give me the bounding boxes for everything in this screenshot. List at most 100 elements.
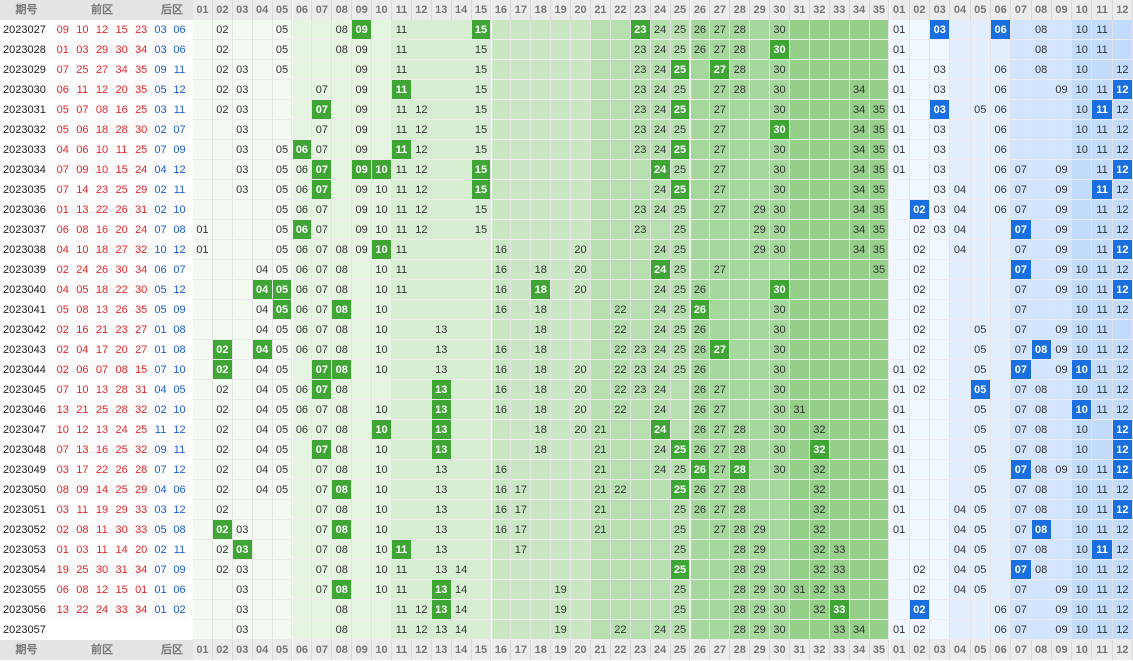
front-cell: 32 [809, 540, 830, 560]
front-cell [431, 100, 452, 120]
front-cell: 06 [292, 380, 313, 400]
front-hit-cell: 07 [312, 360, 333, 380]
front-cell [193, 400, 213, 420]
front-cell [292, 80, 313, 100]
front-hit-cell: 07 [312, 160, 333, 180]
back-cell: 07 [1011, 620, 1032, 640]
front-col-header-22-top: 22 [610, 0, 631, 20]
back-cell: 11 [1092, 460, 1113, 480]
front-cell [829, 120, 850, 140]
back-cell: 03 [930, 160, 951, 180]
front-cell [630, 460, 651, 480]
front-cell [829, 440, 850, 460]
front-ball: 28 [111, 400, 132, 420]
front-cell [252, 600, 273, 620]
front-cell [392, 320, 412, 340]
front-cell: 32 [809, 520, 830, 540]
front-cell [750, 300, 771, 320]
front-cell: 06 [292, 160, 313, 180]
front-cell [511, 140, 532, 160]
front-cell [511, 420, 532, 440]
front-cell: 24 [650, 440, 671, 460]
back-cell [950, 40, 971, 60]
back-ball: 04 [151, 160, 170, 180]
front-col-header-12-bottom: 12 [411, 640, 432, 660]
front-cell: 17 [511, 480, 532, 500]
back-cell: 06 [990, 60, 1012, 80]
front-cell [790, 240, 810, 260]
front-cell [193, 420, 213, 440]
front-ball: 17 [92, 340, 112, 360]
front-ball: 15 [111, 20, 132, 40]
back-cell: 01 [889, 100, 910, 120]
front-cell [849, 420, 870, 440]
front-cell [232, 380, 253, 400]
front-cell [849, 380, 870, 400]
front-hit-cell: 04 [252, 280, 273, 300]
front-cell: 16 [491, 520, 512, 540]
back-cell: 05 [970, 480, 991, 500]
front-cell [312, 20, 333, 40]
front-cell: 04 [252, 360, 273, 380]
front-cell [829, 420, 850, 440]
front-cell [869, 620, 890, 640]
front-cell: 05 [272, 240, 293, 260]
front-cell [431, 160, 452, 180]
front-cell: 04 [252, 300, 273, 320]
front-col-header-19-top: 19 [551, 0, 572, 20]
front-ball: 25 [72, 60, 93, 80]
front-col-header-26-bottom: 26 [690, 640, 711, 660]
back-col-header-10-top: 10 [1072, 0, 1093, 20]
period-cell: 2023029 [0, 60, 53, 80]
front-cell [849, 260, 870, 280]
front-cell [790, 520, 810, 540]
back-cell [889, 340, 910, 360]
front-cell [829, 400, 850, 420]
front-cell [750, 400, 771, 420]
front-ball: 07 [92, 360, 112, 380]
front-cell [491, 80, 512, 100]
front-cell [451, 180, 472, 200]
front-cell [451, 20, 472, 40]
front-cell: 13 [431, 500, 452, 520]
front-ball: 26 [111, 460, 132, 480]
front-cell: 11 [392, 260, 412, 280]
back-cell: 09 [1051, 220, 1073, 240]
back-cell: 11 [1092, 240, 1113, 260]
front-cell [591, 620, 611, 640]
front-cell: 34 [849, 120, 870, 140]
front-cell: 32 [809, 600, 830, 620]
back-cell: 05 [970, 560, 991, 580]
front-cell: 06 [292, 200, 313, 220]
front-cell [252, 620, 273, 640]
front-cell [591, 560, 611, 580]
back-cell: 11 [1092, 160, 1113, 180]
front-hit-cell: 09 [352, 20, 373, 40]
front-cell [849, 40, 870, 60]
front-ball: 05 [72, 280, 93, 300]
back-col-header-05-top: 05 [970, 0, 991, 20]
front-cell [730, 180, 751, 200]
period-cell: 2023038 [0, 240, 53, 260]
front-cell [630, 540, 651, 560]
back-cell: 07 [1011, 380, 1032, 400]
front-cell [829, 460, 850, 480]
front-ball: 12 [92, 580, 112, 600]
front-cell: 23 [630, 40, 651, 60]
back-cell: 11 [1092, 320, 1113, 340]
front-cell: 27 [710, 160, 731, 180]
front-cell: 35 [869, 260, 890, 280]
front-cell [750, 380, 771, 400]
back-cell: 11 [1092, 560, 1113, 580]
front-cell: 05 [272, 460, 293, 480]
front-cell: 34 [849, 200, 870, 220]
front-cell [690, 140, 711, 160]
back-cell: 08 [1031, 400, 1052, 420]
front-col-header-09-top: 09 [352, 0, 373, 20]
front-cell [750, 40, 771, 60]
front-cell [869, 320, 890, 340]
front-cell [511, 260, 532, 280]
front-cell: 11 [392, 20, 412, 40]
front-cell [511, 440, 532, 460]
front-cell [790, 180, 810, 200]
